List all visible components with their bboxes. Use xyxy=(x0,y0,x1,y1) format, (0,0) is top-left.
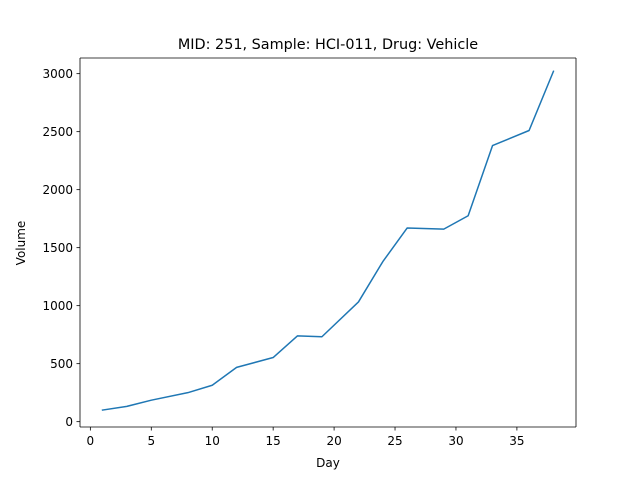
x-tick-label: 20 xyxy=(326,434,341,448)
y-axis-label: Volume xyxy=(14,221,28,266)
x-tick-label: 35 xyxy=(509,434,524,448)
x-tick-label: 30 xyxy=(448,434,463,448)
y-tick-label: 1500 xyxy=(42,241,73,255)
x-tick-label: 5 xyxy=(147,434,155,448)
y-tick-label: 0 xyxy=(65,415,73,429)
x-axis-label: Day xyxy=(316,456,340,470)
x-tick-label: 0 xyxy=(87,434,95,448)
y-tick-label: 3000 xyxy=(42,67,73,81)
x-tick-label: 15 xyxy=(266,434,281,448)
y-tick-label: 1000 xyxy=(42,299,73,313)
y-tick-label: 2500 xyxy=(42,125,73,139)
series-line-0 xyxy=(101,70,555,411)
x-tick-label: 25 xyxy=(387,434,402,448)
x-tick-label: 10 xyxy=(205,434,220,448)
y-tick-label: 500 xyxy=(50,357,73,371)
chart-title: MID: 251, Sample: HCI-011, Drug: Vehicle xyxy=(178,37,478,53)
y-tick-label: 2000 xyxy=(42,183,73,197)
plot-area: 0 5 10 15 20 25 30 35 0 500 1000 1500 2000 2500 3000 xyxy=(42,57,577,448)
